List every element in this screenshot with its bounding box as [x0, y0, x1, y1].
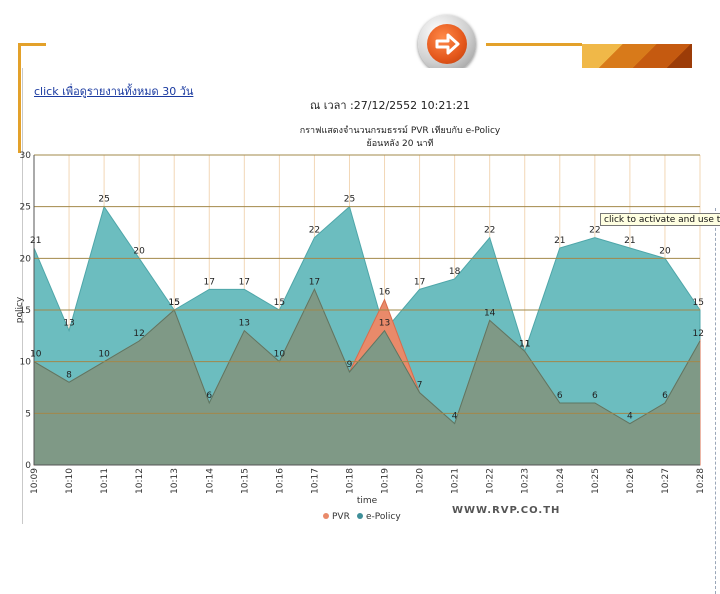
legend-marker: [357, 513, 363, 519]
x-tick-label: 10:17: [310, 468, 320, 494]
x-tick-label: 10:22: [486, 468, 496, 494]
data-label-pvr: 11: [519, 339, 530, 349]
data-label-pvr: 7: [417, 381, 423, 391]
data-label-epolicy: 21: [624, 236, 635, 246]
data-label-pvr: 12: [133, 329, 144, 339]
x-tick-label: 10:19: [381, 468, 391, 494]
data-label-epolicy: 20: [659, 246, 671, 256]
data-label-epolicy: 22: [589, 226, 600, 236]
y-tick-label: 30: [20, 151, 32, 161]
data-label-epolicy: 17: [239, 277, 250, 287]
series-overlap-area: [34, 289, 700, 465]
x-tick-label: 10:21: [451, 468, 461, 494]
data-label-pvr: 16: [379, 288, 391, 298]
x-tick-label: 10:10: [65, 468, 75, 494]
x-tick-label: 10:28: [696, 468, 706, 494]
data-label-epolicy: 20: [133, 246, 145, 256]
data-label-pvr: 9: [347, 360, 353, 370]
arrow-right-icon: [427, 24, 467, 64]
x-tick-label: 10:20: [416, 468, 426, 494]
data-label-epolicy: 13: [379, 319, 390, 329]
window-right-edge: [715, 208, 720, 594]
x-tick-label: 10:25: [591, 468, 601, 494]
y-tick-label: 10: [20, 358, 32, 368]
next-slide-button[interactable]: [418, 15, 476, 73]
x-tick-label: 10:11: [100, 468, 110, 494]
data-label-pvr: 12: [693, 329, 704, 339]
frame-left-line: [18, 43, 21, 153]
data-label-epolicy: 11: [519, 339, 530, 349]
legend-label: e-Policy: [366, 512, 401, 522]
x-tick-label: 10:15: [240, 468, 250, 494]
overlap-line: [33, 288, 701, 425]
data-label-pvr: 8: [66, 370, 72, 380]
x-tick-label: 10:18: [345, 468, 355, 494]
data-label-epolicy: 25: [344, 195, 355, 205]
data-label-pvr: 6: [557, 391, 563, 401]
data-label-epolicy: 13: [63, 319, 74, 329]
x-tick-label: 10:09: [30, 468, 40, 494]
x-tick-label: 10:12: [135, 468, 145, 494]
x-axis-title: time: [357, 496, 378, 506]
chart-subtitle: ย้อนหลัง 20 นาที: [366, 139, 434, 149]
data-label-epolicy: 21: [554, 236, 565, 246]
data-label-epolicy: 15: [168, 298, 179, 308]
data-label-pvr: 6: [662, 391, 668, 401]
data-label-pvr: 17: [309, 277, 320, 287]
data-label-epolicy: 21: [30, 236, 41, 246]
x-tick-label: 10:13: [170, 468, 180, 494]
frame-top-right-line: [486, 43, 582, 46]
area-chart: 0 5 10 15 20 25 30 10:09 10:10 10:11 10:12 10:13 10:…: [15, 151, 706, 522]
y-tick-label: 20: [20, 254, 32, 264]
data-label-pvr: 15: [168, 298, 179, 308]
data-label-epolicy: 18: [449, 267, 461, 277]
data-label-epolicy: 25: [98, 195, 109, 205]
chart-title: กราฟแสดงจำนวนกรมธรรม์ PVR เทียบกับ e-Pol…: [299, 126, 501, 136]
activate-control-tooltip: click to activate and use this control: [600, 213, 720, 226]
x-tick-label: 10:27: [661, 468, 671, 494]
data-label-pvr: 6: [206, 391, 212, 401]
y-tick-label: 5: [25, 409, 31, 419]
data-label-pvr: 10: [30, 350, 42, 360]
data-label-epolicy: 15: [274, 298, 285, 308]
data-label-pvr: 6: [592, 391, 598, 401]
data-label-pvr: 14: [484, 308, 496, 318]
legend-label: PVR: [332, 512, 350, 522]
website-url: WWW.RVP.CO.TH: [452, 505, 561, 516]
frame-top-left-line: [18, 43, 46, 46]
brand-logo: [582, 44, 692, 70]
x-tick-label: 10:14: [205, 468, 215, 494]
y-axis-title: policy: [15, 296, 25, 323]
y-tick-label: 25: [20, 203, 31, 213]
data-label-pvr: 10: [274, 350, 286, 360]
legend-marker: [323, 513, 329, 519]
y-tick-label: 0: [25, 461, 31, 471]
view-30-days-link[interactable]: click เพื่อดูรายงานทั้งหมด 30 วัน: [34, 85, 194, 98]
data-label-epolicy: 17: [414, 277, 425, 287]
x-tick-label: 10:24: [556, 468, 566, 494]
data-label-epolicy: 22: [309, 226, 320, 236]
data-label-pvr: 4: [627, 412, 633, 422]
data-label-epolicy: 22: [484, 226, 495, 236]
data-label-pvr: 4: [452, 412, 458, 422]
data-label-pvr: 13: [239, 319, 250, 329]
report-datetime: ณ เวลา :27/12/2552 10:21:21: [310, 99, 471, 112]
data-label-pvr: 10: [98, 350, 110, 360]
data-label-epolicy: 17: [204, 277, 215, 287]
x-tick-label: 10:26: [626, 468, 636, 494]
x-tick-label: 10:16: [275, 468, 285, 494]
data-label-epolicy: 15: [693, 298, 704, 308]
y-tick-label: 15: [20, 306, 31, 316]
x-tick-label: 10:23: [521, 468, 531, 494]
